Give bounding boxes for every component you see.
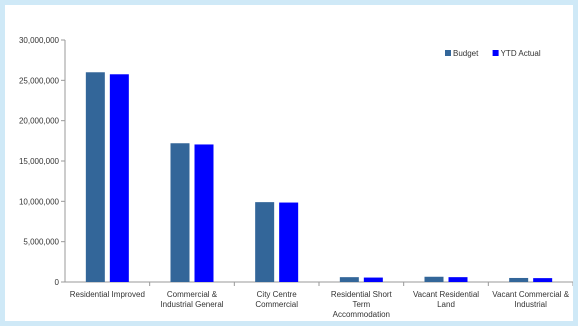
bar-budget xyxy=(509,277,529,282)
y-tick-label: 10,000,000 xyxy=(19,197,60,206)
y-tick-label: 25,000,000 xyxy=(19,76,60,85)
bar-ytd-actual xyxy=(109,74,129,283)
axis-layer: 0 5,000,000 10,000,000 15,000,000 20,000,000… xyxy=(19,36,574,287)
y-tick-label: 15,000,000 xyxy=(19,157,60,166)
y-tick-label: 5,000,000 xyxy=(23,238,59,247)
y-tick-label: 30,000,000 xyxy=(19,36,60,45)
bar-ytd-actual xyxy=(194,144,214,282)
bar-budget xyxy=(170,143,190,282)
legend-swatch xyxy=(492,50,499,56)
chart-frame: 0 5,000,000 10,000,000 15,000,000 20,000,000… xyxy=(5,5,574,321)
x-category-label: Residential Improved xyxy=(70,290,145,299)
bar-ytd-actual xyxy=(533,278,553,282)
legend-label: Budget xyxy=(453,49,479,58)
bar-ytd-actual xyxy=(448,277,468,282)
bar-chart: 0 5,000,000 10,000,000 15,000,000 20,000,000… xyxy=(19,36,574,319)
bar-ytd-actual xyxy=(363,277,383,282)
bar-budget xyxy=(424,276,444,282)
bar-budget xyxy=(85,72,105,283)
labels-layer: Residential Improved Commercial & Industri… xyxy=(70,290,570,319)
y-tick-label: 20,000,000 xyxy=(19,117,60,126)
legend-swatch xyxy=(445,50,451,56)
bar-ytd-actual xyxy=(279,202,299,282)
x-category-label: City Centre Commercial xyxy=(255,290,298,309)
bars-layer xyxy=(85,72,553,283)
legend-label: YTD Actual xyxy=(501,49,541,58)
bar-budget xyxy=(339,277,359,282)
bar-budget xyxy=(255,202,275,282)
x-category-label: Commercial & Industrial General xyxy=(160,290,223,309)
x-category-label: Vacant Commercial & Industrial xyxy=(492,290,569,309)
y-tick-label: 0 xyxy=(55,278,60,287)
x-category-label: Residential Short Term Accommodation xyxy=(331,290,393,319)
legend: Budget YTD Actual xyxy=(445,49,541,58)
x-category-label: Vacant Residential Land xyxy=(413,290,479,309)
